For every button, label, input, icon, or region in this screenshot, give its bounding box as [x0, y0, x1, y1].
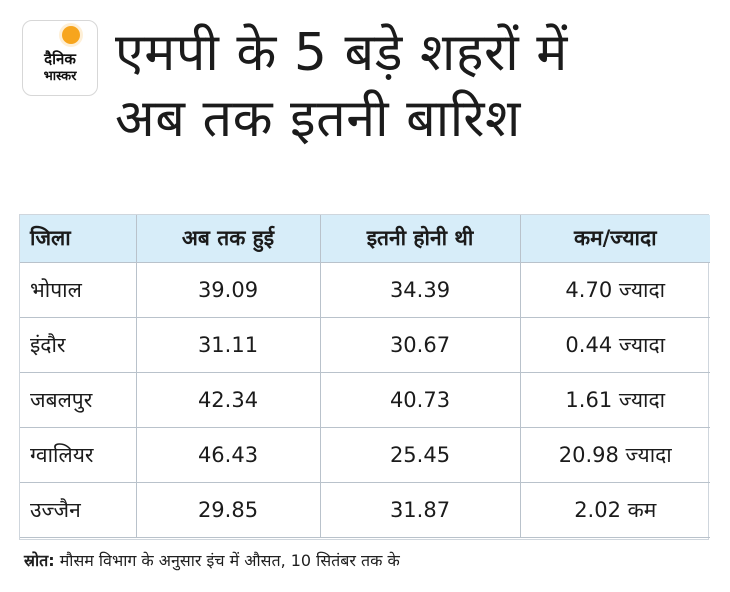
- district-cell: जबलपुर: [20, 372, 137, 428]
- expected-rainfall-cell: 25.45: [320, 427, 521, 483]
- table-row: जबलपुर 42.34 40.73 1.61 ज्यादा: [20, 372, 710, 428]
- district-cell: ग्वालियर: [20, 427, 137, 483]
- expected-rainfall-cell: 40.73: [320, 372, 521, 428]
- actual-rainfall-cell: 39.09: [136, 262, 321, 318]
- actual-rainfall-cell: 29.85: [136, 482, 321, 538]
- title-line-2: अब तक इतनी बारिश: [115, 89, 521, 149]
- difference-cell: 20.98 ज्यादा: [520, 427, 710, 483]
- difference-cell: 1.61 ज्यादा: [520, 372, 710, 428]
- difference-cell: 2.02 कम: [520, 482, 710, 538]
- brand-name-line-2: भास्कर: [43, 69, 77, 84]
- district-cell: भोपाल: [20, 262, 137, 318]
- rainfall-table: जिला अब तक हुई इतनी होनी थी कम/ज्यादा भो…: [20, 215, 710, 538]
- district-cell: उज्जैन: [20, 482, 137, 538]
- district-cell: इंदौर: [20, 317, 137, 373]
- source-note: स्रोत: मौसम विभाग के अनुसार इंच में औसत,…: [24, 551, 714, 571]
- brand-name-line-1: दैनिक: [44, 50, 76, 68]
- column-header-expected: इतनी होनी थी: [320, 215, 521, 263]
- expected-rainfall-cell: 31.87: [320, 482, 521, 538]
- column-header-actual: अब तक हुई: [136, 215, 321, 263]
- column-header-district: जिला: [20, 215, 137, 263]
- actual-rainfall-cell: 42.34: [136, 372, 321, 428]
- difference-cell: 0.44 ज्यादा: [520, 317, 710, 373]
- source-text: मौसम विभाग के अनुसार इंच में औसत, 10 सित…: [54, 551, 400, 570]
- sun-icon: [62, 26, 80, 44]
- difference-cell: 4.70 ज्यादा: [520, 262, 710, 318]
- rainfall-table-wrapper: जिला अब तक हुई इतनी होनी थी कम/ज्यादा भो…: [19, 214, 710, 540]
- table-row: उज्जैन 29.85 31.87 2.02 कम: [20, 482, 710, 538]
- table-row: इंदौर 31.11 30.67 0.44 ज्यादा: [20, 317, 710, 373]
- brand-logo: दैनिक भास्कर: [22, 20, 98, 96]
- table-header-row: जिला अब तक हुई इतनी होनी थी कम/ज्यादा: [20, 215, 710, 263]
- actual-rainfall-cell: 31.11: [136, 317, 321, 373]
- title-line-1: एमपी के 5 बड़े शहरों में: [115, 23, 568, 83]
- expected-rainfall-cell: 30.67: [320, 317, 521, 373]
- page-title: एमपी के 5 बड़े शहरों में अब तक इतनी बारि…: [115, 20, 675, 152]
- source-label: स्रोत:: [24, 551, 55, 570]
- expected-rainfall-cell: 34.39: [320, 262, 521, 318]
- column-header-difference: कम/ज्यादा: [520, 215, 710, 263]
- table-row: भोपाल 39.09 34.39 4.70 ज्यादा: [20, 262, 710, 318]
- table-row: ग्वालियर 46.43 25.45 20.98 ज्यादा: [20, 427, 710, 483]
- actual-rainfall-cell: 46.43: [136, 427, 321, 483]
